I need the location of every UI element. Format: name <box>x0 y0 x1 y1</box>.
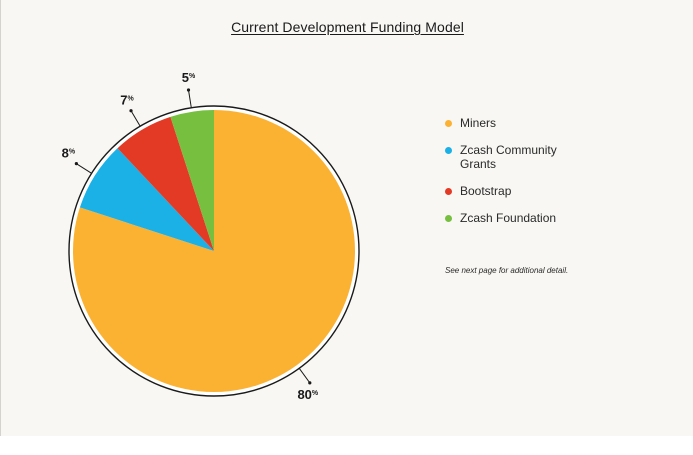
data-label-miners: 80% <box>297 387 318 402</box>
legend-swatch-bootstrap <box>445 188 452 195</box>
pie-slice-zcash-foundation <box>170 110 214 251</box>
pie-chart: 80% 8% 7% 5% <box>62 70 360 402</box>
leader-line-zcash-foundation <box>188 89 192 108</box>
detail-note: See next page for additional detail. <box>445 266 569 275</box>
legend-item-bootstrap: Bootstrap <box>444 184 644 198</box>
chart-panel: Current Development Funding Model 80% 8% 7… <box>0 0 693 436</box>
legend-label-zcash-foundation: Zcash Foundation <box>460 211 557 225</box>
data-label-zcash-foundation: 5% <box>182 70 196 85</box>
legend-item-zcash-community-grants: Zcash Community Grants <box>444 143 644 171</box>
pie-slice-bootstrap <box>117 116 214 251</box>
legend-label-bootstrap: Bootstrap <box>460 184 512 198</box>
legend-label-miners: Miners <box>460 116 497 130</box>
leader-dot-bootstrap <box>129 109 133 113</box>
leader-line-zcash-community-grants <box>76 163 92 174</box>
legend-label-zcash-community-grants: Zcash Community Grants <box>460 143 557 171</box>
leader-dot-zcash-community-grants <box>74 162 78 166</box>
legend-swatch-zcash-foundation <box>445 215 452 222</box>
leader-dot-zcash-foundation <box>186 88 191 92</box>
leader-line-miners <box>298 368 311 384</box>
legend-swatch-miners <box>445 120 452 127</box>
data-label-zcash-community-grants: 8% <box>62 146 76 161</box>
legend-item-zcash-foundation: Zcash Foundation <box>444 211 644 225</box>
leader-dot-miners <box>308 381 312 385</box>
data-label-bootstrap: 7% <box>120 93 134 108</box>
pie-slice-miners <box>73 110 356 392</box>
chart-title: Current Development Funding Model <box>231 19 464 35</box>
leader-line-bootstrap <box>130 110 141 127</box>
pie-slice-zcash-community-grants <box>79 148 214 251</box>
legend-item-miners: Miners <box>444 116 644 130</box>
legend-swatch-zcash-community-grants <box>445 147 452 154</box>
chart-legend: Miners Zcash Community Grants Bootstrap … <box>444 116 644 238</box>
